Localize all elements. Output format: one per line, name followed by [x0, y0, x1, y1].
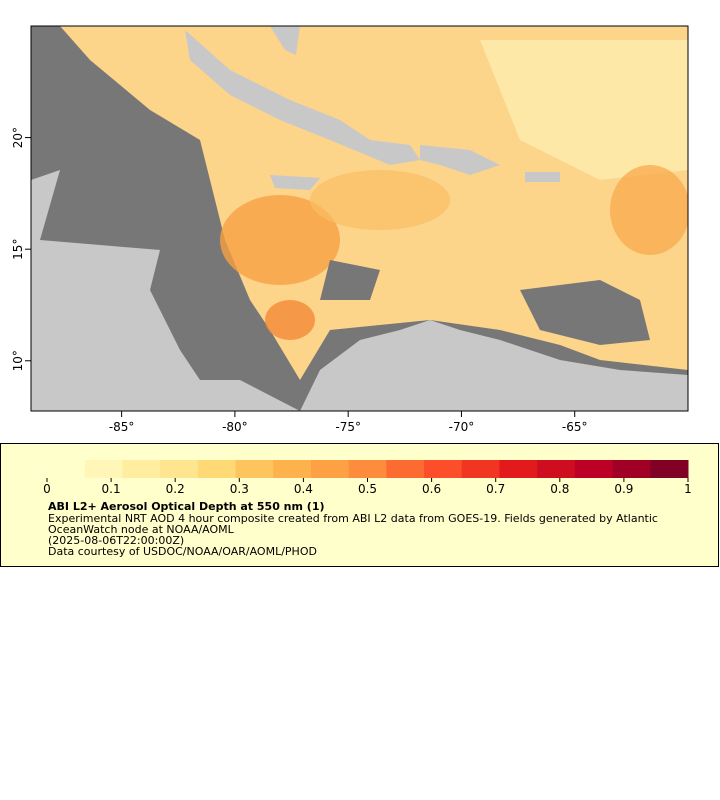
colorbar-step [499, 460, 538, 478]
x-tick-label: -70° [449, 420, 475, 434]
colorbar-step [650, 460, 689, 478]
aerosol-patch [310, 170, 450, 230]
colorbar-step [424, 460, 463, 478]
colorbar-step [47, 460, 86, 478]
colorbar-tick-label: 0 [43, 482, 51, 496]
colorbar-step [235, 460, 274, 478]
colorbar-tick-label: 0.3 [230, 482, 249, 496]
colorbar-tick-label: 0.8 [550, 482, 569, 496]
colorbar-step [574, 460, 614, 478]
colorbar-step [273, 460, 312, 478]
colorbar: 0 0.1 0.2 0.3 0.4 0.5 0.6 0.7 0.8 0.9 1 [43, 460, 692, 496]
colorbar-step [348, 460, 387, 478]
land [420, 145, 500, 175]
colorbar-tick-label: 0.1 [102, 482, 121, 496]
colorbar-step [310, 460, 350, 478]
aerosol-field [480, 40, 688, 180]
colorbar-tick-label: 1 [684, 482, 692, 496]
land [300, 320, 688, 411]
aerosol-patch [220, 195, 340, 285]
colorbar-step [160, 460, 199, 478]
colorbar-tick-label: 0.7 [486, 482, 505, 496]
x-tick-label: -75° [335, 420, 361, 434]
gap [520, 280, 650, 345]
colorbar-tick-label: 0.4 [294, 482, 313, 496]
legend-line: (2025-08-06T22:00:00Z) [48, 534, 184, 547]
colorbar-step [461, 460, 500, 478]
colorbar-step [612, 460, 651, 478]
colorbar-tick-label: 0.2 [166, 482, 185, 496]
y-tick-label: 10° [11, 350, 25, 371]
y-tick-label: 20° [11, 127, 25, 148]
aerosol-patch [265, 300, 315, 340]
legend-title: ABI L2+ Aerosol Optical Depth at 550 nm … [48, 500, 325, 513]
colorbar-step [386, 460, 425, 478]
colorbar-tick-label: 0.9 [614, 482, 633, 496]
map-image [31, 26, 688, 411]
x-tick-label: -80° [222, 420, 248, 434]
land [185, 30, 420, 165]
colorbar-step [197, 460, 237, 478]
land [270, 175, 320, 190]
colorbar-step [84, 460, 123, 478]
aerosol-patch [610, 165, 688, 255]
land [31, 170, 300, 411]
x-tick-label: -85° [109, 420, 135, 434]
legend-line: Experimental NRT AOD 4 hour composite cr… [48, 512, 658, 525]
colorbar-step [537, 460, 576, 478]
colorbar-tick-label: 0.6 [422, 482, 441, 496]
axes: -85° -80° -75° -70° -65° 10° 15° 20° [11, 127, 588, 434]
land [270, 26, 300, 55]
x-tick-label: -65° [562, 420, 588, 434]
gap [320, 260, 380, 300]
land [525, 172, 560, 182]
colorbar-tick-label: 0.5 [358, 482, 377, 496]
y-tick-label: 15° [11, 239, 25, 260]
plot-frame [30, 25, 689, 412]
colorbar-step [122, 460, 161, 478]
legend-line: Data courtesy of USDOC/NOAA/OAR/AOML/PHO… [48, 545, 317, 558]
legend-line: OceanWatch node at NOAA/AOML [48, 523, 235, 536]
